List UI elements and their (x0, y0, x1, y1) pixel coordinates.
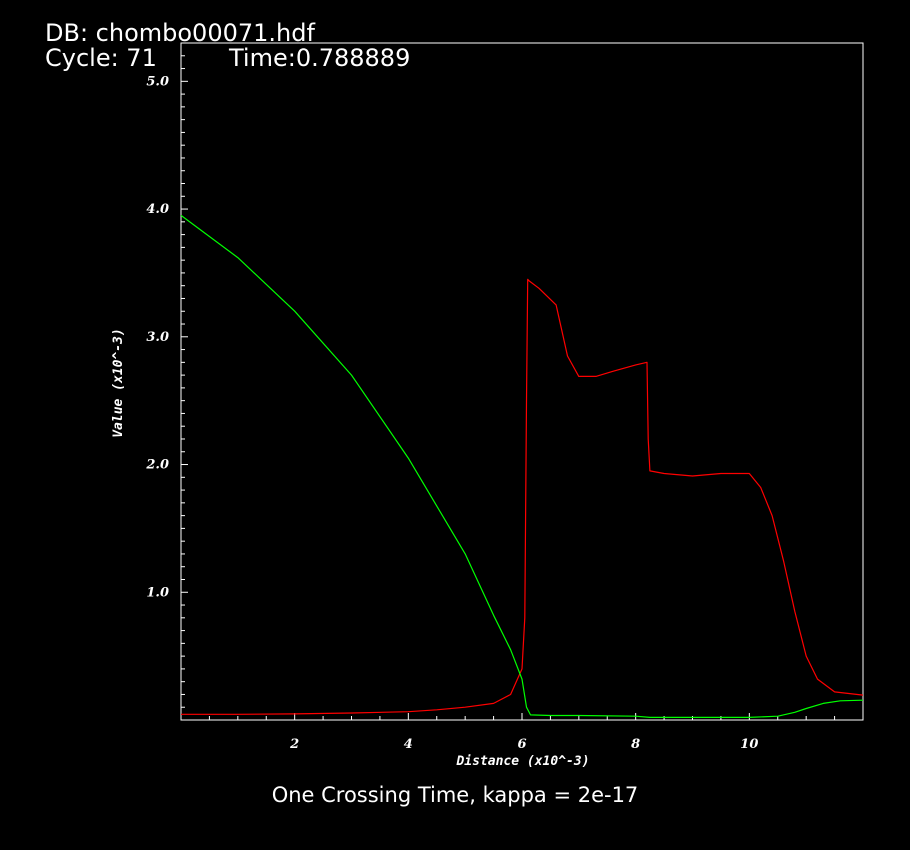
y-tick-label: 3.0 (146, 330, 169, 345)
y-tick-label: 1.0 (146, 585, 169, 600)
x-tick-label: 10 (740, 737, 758, 752)
x-tick-label: 4 (404, 737, 413, 752)
x-tick-label: 8 (631, 737, 640, 752)
x-tick-label: 6 (517, 737, 526, 752)
x-axis-ticks: 2 4 6 8 10 (208, 713, 836, 752)
y-axis-label: Value (x10^-3) (111, 328, 126, 438)
y-tick-label: 2.0 (145, 458, 169, 473)
x-tick-label: 2 (289, 737, 299, 752)
y-tick-label: 5.0 (146, 74, 169, 89)
green-series-line (180, 214, 864, 718)
y-axis-ticks: 1.0 2.0 3.0 4.0 5.0 (145, 55, 188, 708)
y-tick-label: 4.0 (146, 202, 169, 217)
cycle-label: Cycle: 71 (45, 44, 157, 72)
series-layer (180, 214, 864, 718)
time-label: Time:0.788889 (229, 44, 411, 72)
plot-frame (180, 42, 864, 721)
plot-caption: One Crossing Time, kappa = 2e-17 (271, 783, 639, 807)
database-label: DB: chombo00071.hdf (45, 19, 315, 47)
red-series-line (181, 278, 864, 715)
x-axis-label: Distance (x10^-3) (455, 754, 589, 769)
